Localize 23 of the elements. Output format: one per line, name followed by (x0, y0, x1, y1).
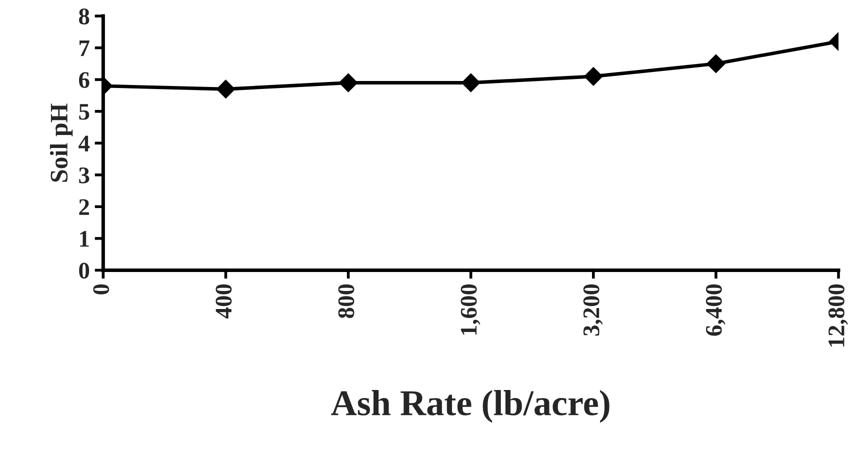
x-tick-label: 800 (338, 284, 354, 318)
y-axis-title: Soil pH (50, 104, 73, 182)
x-tick-label: 0 (93, 284, 110, 294)
point (706, 54, 726, 74)
y-tick-label: 4 (78, 136, 90, 152)
x-axis-title: Ash Rate (lb/acre) (331, 390, 610, 423)
y-tick-label: 7 (80, 40, 90, 56)
point (584, 67, 603, 86)
y-tick-label: 5 (79, 104, 90, 120)
y-tick-label: 6 (79, 72, 90, 88)
x-tick-label: 12,800 (828, 284, 848, 346)
point (461, 73, 480, 92)
x-tick-label: 3,200 (583, 284, 603, 336)
y-tick-label: 8 (78, 8, 90, 24)
point (338, 73, 358, 92)
x-tick-label: 6,400 (706, 284, 726, 336)
x-tick-label: 1,600 (460, 284, 480, 335)
y-tick-label: 3 (79, 167, 90, 184)
y-tick-label: 1 (80, 231, 89, 247)
x-tick-label: 400 (216, 284, 232, 319)
y-tick-label: 2 (79, 199, 89, 215)
y-tick-label: 0 (79, 262, 90, 279)
point (216, 80, 236, 98)
